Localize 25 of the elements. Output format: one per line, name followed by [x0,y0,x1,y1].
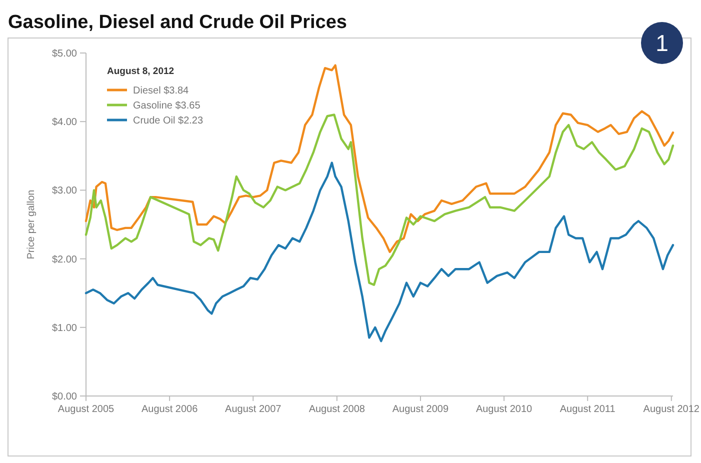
x-tick-label: August 2005 [58,404,115,415]
x-tick-label: August 2012 [643,404,700,415]
legend-label: Diesel $3.84 [133,86,190,96]
annotation: 1 [656,30,668,56]
y-tick-label: $4.00 [52,117,78,128]
y-axis-title: Price per gallon [26,190,37,260]
number-badge: 1 [641,22,683,64]
chart-title: Gasoline, Diesel and Crude Oil Prices [8,12,347,33]
x-tick-label: August 2006 [141,404,198,415]
x-tick-label: August 2009 [392,404,449,415]
legend-title: August 8, 2012 [107,66,174,77]
x-tick-label: August 2010 [476,404,533,415]
legend-label: Gasoline $3.65 [133,100,201,112]
line-series [84,64,674,254]
x-tick-label: August 2008 [308,404,366,415]
y-tick-label: $5.00 [52,48,78,60]
y-tick-label: $0.00 [52,392,78,402]
line-series [84,114,674,286]
line-series [84,162,674,342]
y-tick-label: $2.00 [52,254,78,266]
x-tick-label: August 2011 [560,404,616,415]
y-tick-label: $3.00 [52,186,78,197]
legend-label: Crude Oil $2.23 [133,116,204,126]
x-tick-label: August 2007 [225,404,282,415]
y-tick-label: $1.00 [52,322,78,334]
